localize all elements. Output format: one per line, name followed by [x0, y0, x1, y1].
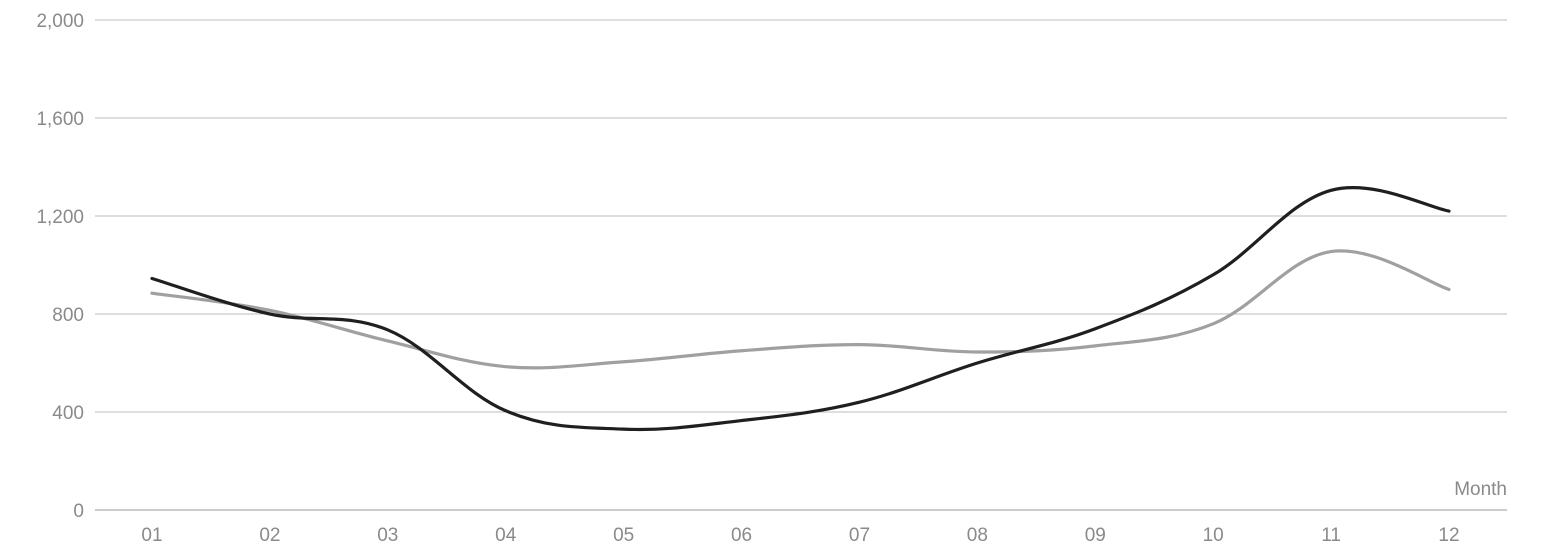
series-line-light	[150, 249, 1451, 370]
x-tick-label: 03	[377, 525, 398, 546]
x-tick-label: 05	[613, 525, 634, 546]
y-tick-label: 1,600	[36, 109, 84, 130]
y-axis-tick-labels: 0 400 800 1,200 1,600 2,000	[36, 11, 84, 522]
x-tick-label: 08	[967, 525, 988, 546]
series-lines	[150, 185, 1451, 432]
x-tick-label: 12	[1438, 525, 1459, 546]
y-tick-label: 0	[73, 501, 84, 522]
x-tick-label: 01	[141, 525, 162, 546]
x-tick-label: 10	[1203, 525, 1224, 546]
x-tick-label: 02	[259, 525, 280, 546]
y-tick-label: 800	[52, 305, 84, 326]
x-axis-title: Month	[1454, 479, 1507, 500]
x-axis-tick-labels: 01 02 03 04 05 06 07 08 09 10 11 12	[141, 525, 1459, 546]
y-tick-label: 400	[52, 403, 84, 424]
x-tick-label: 07	[849, 525, 870, 546]
x-tick-label: 09	[1085, 525, 1106, 546]
x-tick-label: 11	[1321, 525, 1341, 546]
x-tick-label: 04	[495, 525, 517, 546]
y-tick-label: 1,200	[36, 207, 84, 228]
y-tick-label: 2,000	[36, 11, 84, 32]
series-line-dark	[150, 185, 1451, 432]
gridlines	[95, 19, 1507, 511]
x-tick-label: 06	[731, 525, 752, 546]
